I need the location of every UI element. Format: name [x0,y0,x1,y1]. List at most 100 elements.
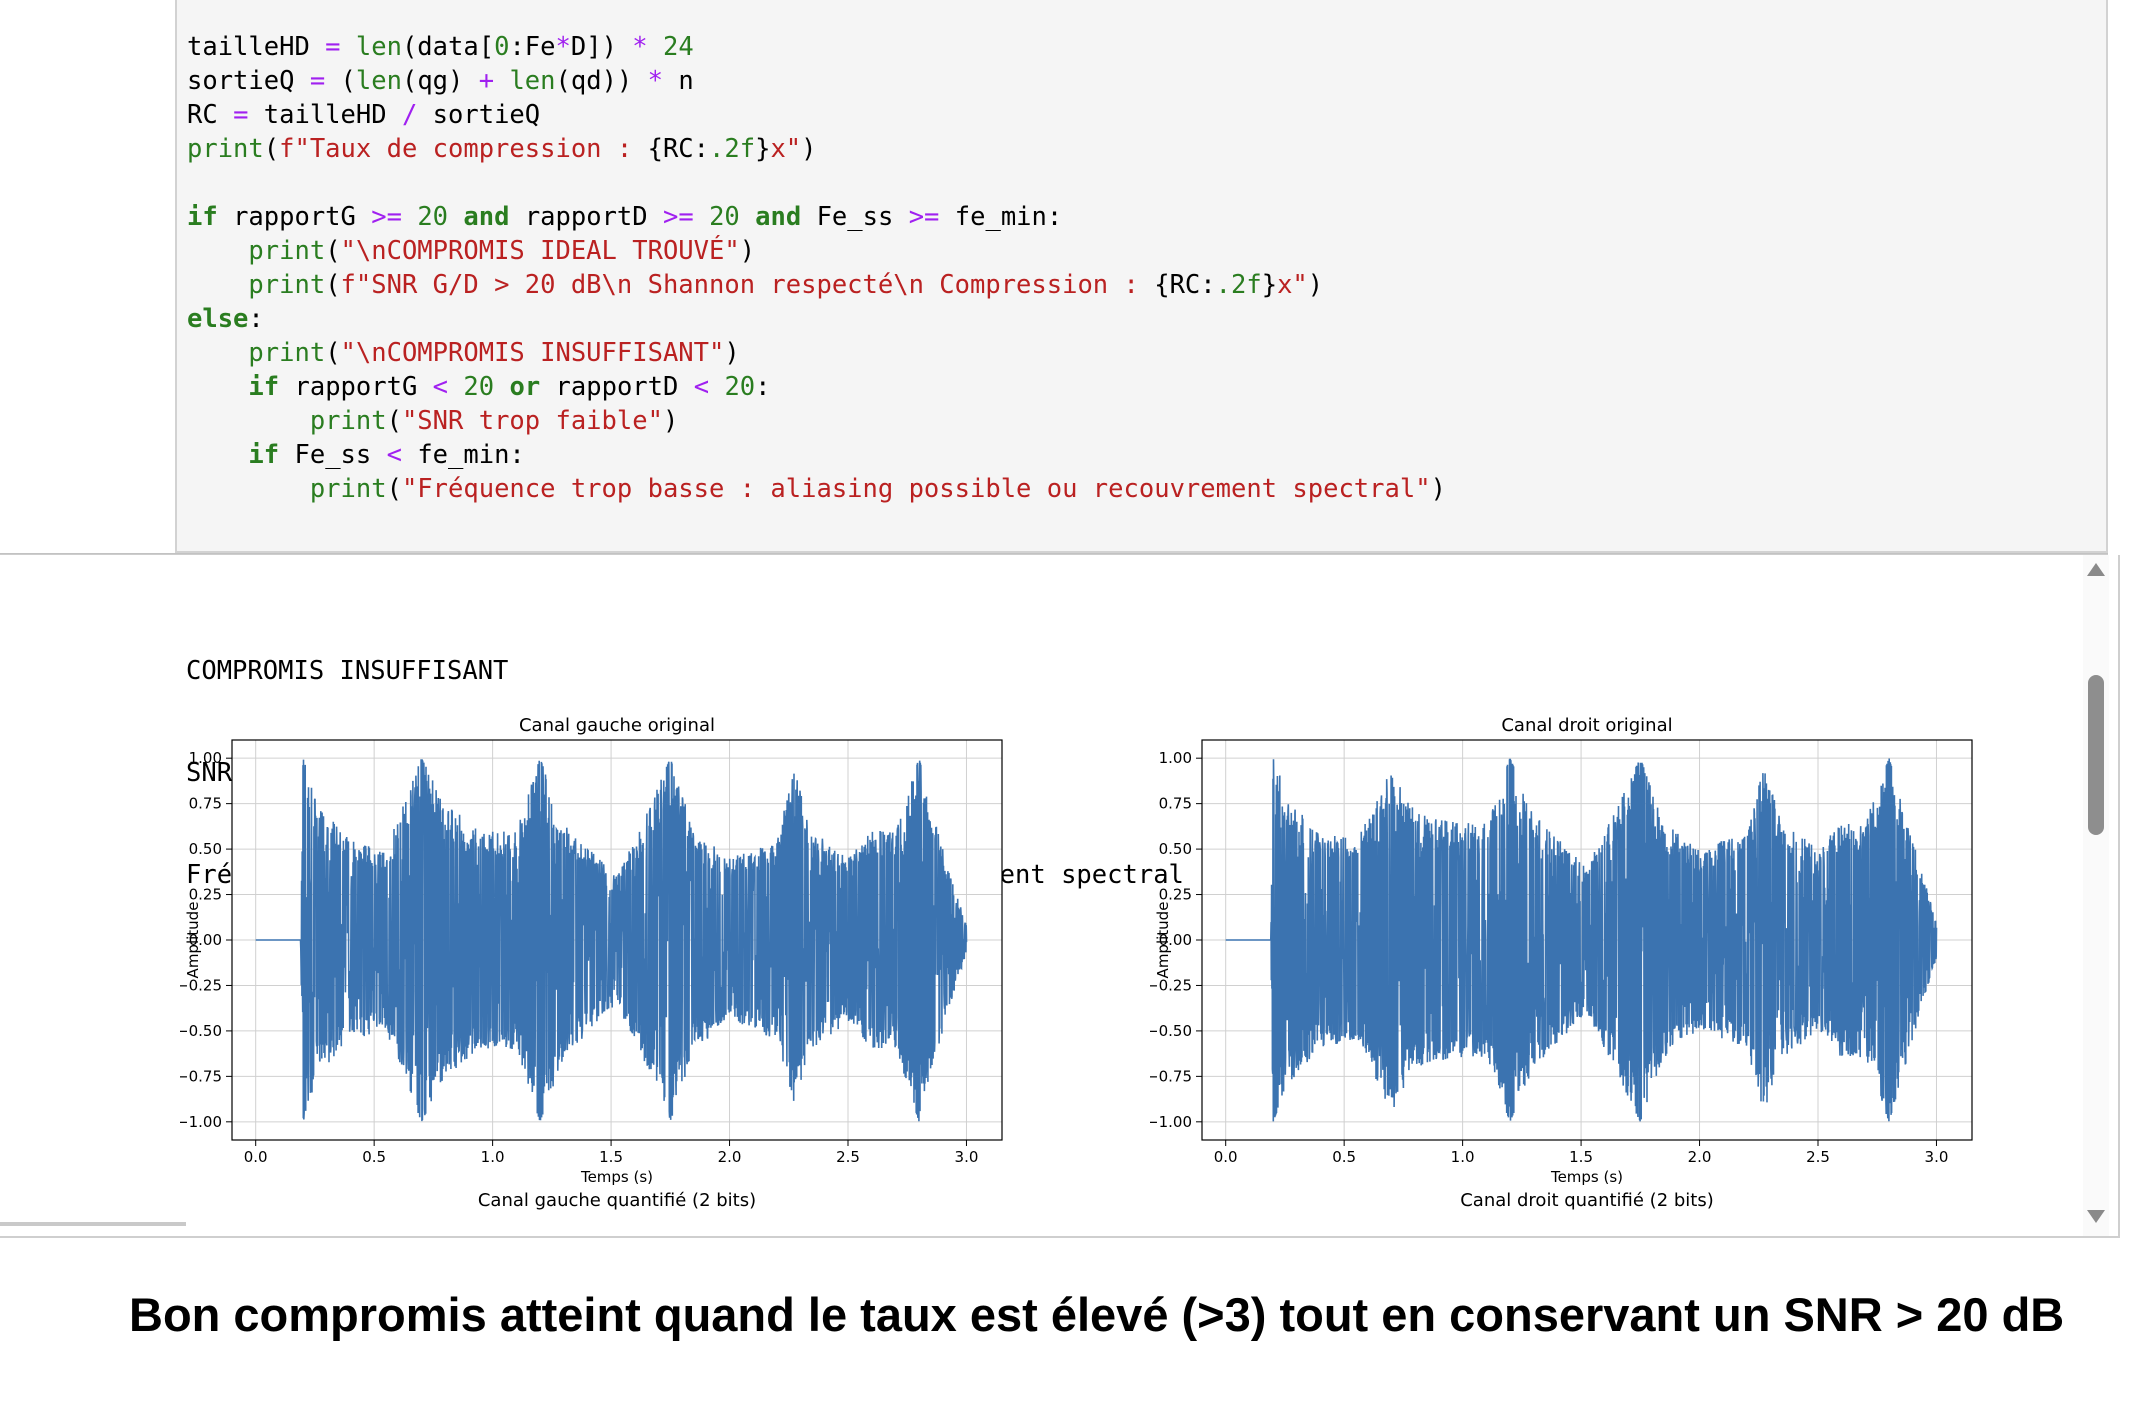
x-tick-label: 0.5 [362,1148,386,1166]
code-token: print [248,236,326,266]
code-cell[interactable]: tailleHD = len(data[0:Fe*D]) * 24 sortieQ… [175,0,2108,553]
code-token: n [663,66,694,96]
code-line: if rapportG < 20 or rapportD < 20: [187,370,1446,404]
y-tick-label: 0.75 [1159,795,1192,813]
code-token: fe_min: [939,202,1063,232]
code-token [494,372,509,402]
x-tick-label: 2.5 [1806,1148,1830,1166]
code-token: >= [371,202,402,232]
code-line: else: [187,302,1446,336]
code-token: >= [663,202,694,232]
plot-frame [231,739,1003,1141]
code-token [187,474,310,504]
output-bottom-border [0,1236,2120,1238]
x-axis-label: Temps (s) [580,1168,653,1186]
code-token: len [355,32,402,62]
y-tick-label: −1.00 [1150,1113,1192,1131]
y-tick-label: −0.50 [180,1022,222,1040]
output-scrollbar[interactable] [2083,555,2109,1237]
code-token: < [386,440,402,470]
y-tick-label: 0.25 [189,886,222,904]
code-token: .2f [1215,270,1262,300]
x-tick-label: 3.0 [955,1148,979,1166]
code-token: fe_min: [401,440,525,470]
waveform-line [255,759,968,1122]
code-token: ) [662,406,679,436]
code-token: ) [724,338,740,368]
x-tick-label: 3.0 [1925,1148,1949,1166]
code-token: Fe_ss [279,440,387,470]
y-tick-label: 1.00 [189,749,222,767]
code-token: {RC: [1154,270,1216,300]
x-tick-label: 0.0 [244,1148,268,1166]
code-token: 20 [417,202,449,232]
code-token: and [755,202,802,232]
code-token: 20 [709,202,740,232]
x-tick-label: 1.0 [481,1148,505,1166]
code-token [494,66,509,96]
code-token: print [248,270,326,300]
x-tick-label: 2.5 [836,1148,860,1166]
code-token: or [509,372,541,402]
output-area: COMPROMIS INSUFFISANT SNR trop faible Fr… [0,555,2090,1237]
code-token: ( [386,406,402,436]
code-token: print [309,474,387,504]
code-token: tailleHD [248,100,402,130]
code-token [187,406,310,436]
code-token: .2f [709,134,756,164]
code-token: ( [325,338,341,368]
code-line: tailleHD = len(data[0:Fe*D]) * 24 [187,30,1446,64]
code-token: len [355,66,402,96]
code-token: ( [263,134,280,164]
scroll-thumb[interactable] [2088,675,2104,835]
code-token: rapportG [217,202,372,232]
code-token: (qg) [401,66,479,96]
code-token: } [1261,270,1278,300]
y-tick-label: −0.25 [1150,976,1192,994]
code-token [694,202,709,232]
code-token: ( [325,270,341,300]
code-token: < [432,372,449,402]
y-tick-label: −0.75 [180,1067,222,1085]
code-token [341,32,356,62]
code-token: } [755,134,771,164]
code-token: = [233,100,249,130]
y-axis-label: Amplitude [184,902,202,979]
code-editor[interactable]: tailleHD = len(data[0:Fe*D]) * 24 sortieQ… [187,30,1446,506]
code-line: sortieQ = (len(qg) + len(qd)) * n [187,64,1446,98]
code-token: 20 [463,372,495,402]
scroll-up-arrow-icon[interactable] [2087,563,2105,576]
code-token: : [755,372,771,402]
scroll-down-arrow-icon[interactable] [2087,1210,2105,1223]
code-token: :Fe [509,32,556,62]
code-token: * [647,66,663,96]
code-token: rapportG [279,372,433,402]
output-right-border [2118,555,2120,1238]
code-token: x" [770,134,802,164]
code-line: print("Fréquence trop basse : aliasing p… [187,472,1446,506]
code-token: ( [325,236,341,266]
code-token [448,202,463,232]
code-token: / [401,100,418,130]
code-token: ) [801,134,817,164]
x-tick-label: 2.0 [1688,1148,1712,1166]
code-token: 24 [663,32,694,62]
y-tick-label: 1.00 [1159,749,1192,767]
code-token: print [248,338,326,368]
code-token: f"SNR G/D > 20 dB\n Shannon respecté\n C… [340,270,1155,300]
code-token: (qd)) [555,66,648,96]
code-token: = [325,32,341,62]
chart-right-channel: 0.0 0.5 1.0 1.5 2.0 2.5 3.0 1.00 0.75 0.50 0.25 0.0… [1150,715,1973,1211]
waveform-line [1225,758,1938,1122]
code-token [402,202,417,232]
code-token [740,202,755,232]
slide-caption: Bon compromis atteint quand le taux est … [129,1288,2065,1341]
code-token: {RC: [647,134,710,164]
next-chart-title: Canal gauche quantifié (2 bits) [478,1190,756,1211]
code-token: (data[ [401,32,495,62]
code-token: else [187,304,249,334]
code-line: print("\nCOMPROMIS INSUFFISANT") [187,336,1446,370]
code-token: Fe_ss [801,202,909,232]
code-token: sortieQ [187,66,310,96]
code-line: print(f"SNR G/D > 20 dB\n Shannon respec… [187,268,1446,302]
